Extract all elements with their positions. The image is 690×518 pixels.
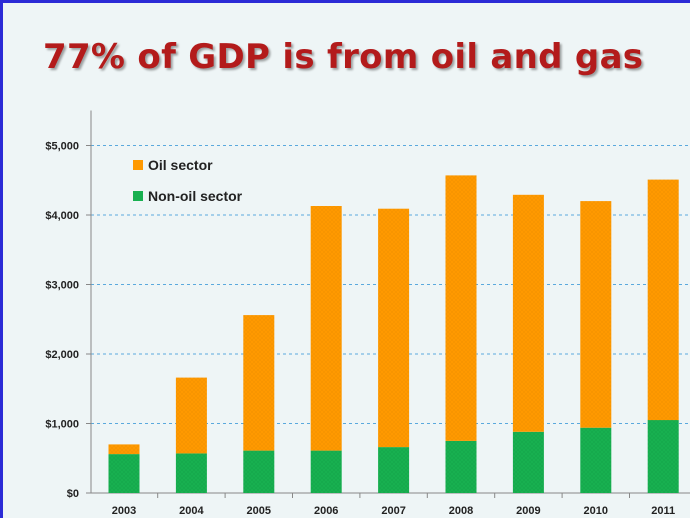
slide-title: 77% of GDP is from oil and gas (43, 37, 644, 77)
bar-non-oil-2007 (378, 447, 410, 493)
bar-oil-2010 (580, 201, 612, 428)
legend-label-oil: Oil sector (148, 157, 213, 173)
bar-oil-2008 (445, 175, 477, 441)
x-tick-label: 2006 (314, 505, 338, 517)
gdp-stacked-bar-chart: $0 $1,000 $2,000 $3,000 $4,000 $5,000 2003 2004… (45, 110, 690, 517)
x-tick-label: 2010 (584, 505, 608, 517)
bar-oil-2004 (175, 377, 207, 454)
bar-non-oil-2011 (647, 420, 679, 493)
bar-non-oil-2003 (108, 454, 140, 493)
bar-oil-2009 (512, 194, 544, 432)
x-tick-label: 2005 (247, 505, 271, 517)
x-tick-label: 2011 (651, 505, 675, 517)
bar-oil-2011 (647, 179, 679, 421)
bar-oil-2006 (310, 206, 342, 451)
bar-non-oil-2010 (580, 427, 612, 493)
y-tick-label: $4,000 (45, 210, 79, 222)
legend-swatch-non-oil (133, 191, 143, 201)
y-tick-label: $5,000 (45, 141, 79, 153)
x-tick-label: 2003 (112, 505, 136, 517)
y-tick-label: $0 (67, 488, 79, 500)
bar-non-oil-2005 (243, 450, 275, 493)
y-tick-label: $3,000 (45, 280, 79, 292)
x-tick-label: 2004 (179, 505, 204, 517)
bar-oil-2007 (378, 208, 410, 448)
x-tick-label: 2009 (516, 505, 540, 517)
bar-non-oil-2006 (310, 450, 342, 493)
bar-oil-2005 (243, 315, 275, 451)
bar-non-oil-2009 (512, 431, 544, 493)
x-tick-label: 2008 (449, 505, 473, 517)
bar-oil-2003 (108, 444, 140, 455)
y-tick-label: $2,000 (45, 349, 79, 361)
bar-non-oil-2008 (445, 440, 477, 493)
y-tick-label: $1,000 (45, 419, 79, 431)
bar-non-oil-2004 (175, 453, 207, 493)
legend-label-non-oil: Non-oil sector (148, 188, 243, 204)
x-tick-label: 2007 (381, 505, 405, 517)
legend-swatch-oil (133, 160, 143, 170)
